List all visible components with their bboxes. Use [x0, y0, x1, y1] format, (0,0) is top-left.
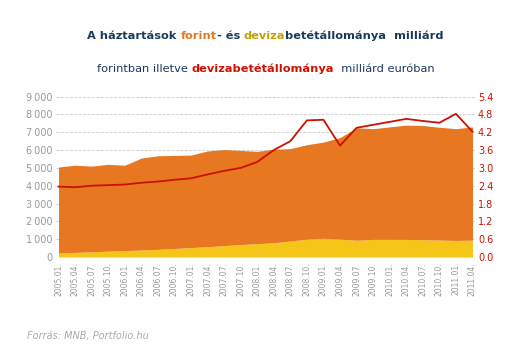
- Text: Forrás: MNB, Portfolio.hu: Forrás: MNB, Portfolio.hu: [27, 331, 148, 341]
- Text: deviza: deviza: [244, 31, 285, 41]
- Text: betétállománya  milliárd: betétállománya milliárd: [285, 31, 444, 41]
- Text: - és: - és: [217, 31, 244, 41]
- Text: forintban illetve: forintban illetve: [97, 64, 191, 74]
- Text: devizabetétállománya: devizabetétállománya: [191, 64, 333, 74]
- Text: A háztartások: A háztartások: [87, 31, 181, 41]
- Text: milliárd euróban: milliárd euróban: [333, 64, 434, 74]
- Text: forint: forint: [181, 31, 217, 41]
